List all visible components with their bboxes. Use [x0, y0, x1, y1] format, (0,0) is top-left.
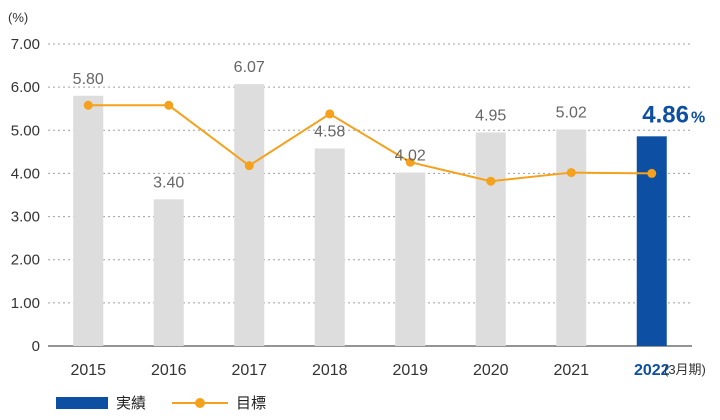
target-point [244, 161, 254, 171]
target-point [405, 157, 415, 167]
legend-item-target: 目標 [172, 392, 266, 413]
target-point [325, 109, 335, 119]
y-unit-label: (%) [8, 10, 28, 25]
legend-swatch-bar [56, 396, 108, 409]
bar [153, 199, 184, 346]
y-tick-label: 4.00 [11, 165, 40, 182]
gridlines [48, 43, 692, 347]
data-label: 3.40 [153, 174, 184, 191]
bar [395, 172, 426, 346]
y-tick-label: 2.00 [11, 252, 40, 269]
data-label: 4.02 [395, 148, 426, 165]
y-tick-label: 0 [32, 338, 40, 355]
legend-label-actual: 実績 [116, 395, 147, 412]
target-line [88, 104, 652, 183]
x-tick-label: 2021 [553, 362, 589, 379]
target-point [164, 100, 174, 110]
data-label: 4.58 [314, 123, 345, 140]
target-point [486, 176, 496, 186]
x-tick-label: 2019 [392, 362, 428, 379]
x-tick-label: 2015 [70, 362, 106, 379]
highlight-data-label: 4.86% [642, 101, 705, 128]
legend-label-target: 目標 [236, 395, 267, 412]
highlight-value: 4.86 [642, 101, 689, 128]
data-labels: 5.80 3.40 6.07 4.58 4.02 4.95 5.02 4.86% [73, 59, 706, 191]
highlight-percent: % [691, 109, 705, 126]
y-tick-label: 3.00 [11, 209, 40, 226]
target-point [566, 168, 576, 178]
x-axis-ticks: 2015 2016 2017 2018 2019 2020 2021 2022 [70, 362, 669, 379]
target-point [83, 100, 93, 110]
bar-series [73, 84, 667, 347]
target-point [647, 168, 657, 178]
data-label: 5.80 [73, 71, 104, 88]
x-tick-label: 2016 [151, 362, 187, 379]
y-tick-label: 1.00 [11, 295, 40, 312]
y-tick-label: 6.00 [11, 79, 40, 96]
bar [556, 129, 587, 346]
x-axis-suffix: (3月期) [664, 362, 706, 377]
bar [314, 148, 345, 346]
legend: 実績 目標 [56, 392, 292, 413]
x-tick-label: 2017 [231, 362, 267, 379]
data-label: 4.95 [475, 107, 506, 124]
bar [475, 132, 506, 346]
x-tick-label: 2018 [312, 362, 348, 379]
legend-swatch-line [172, 397, 229, 409]
legend-item-actual: 実績 [56, 392, 146, 413]
chart: (%) 0 1.00 2.00 3.00 4.00 5.00 6.00 7.00 5.80 3.… [8, 10, 706, 379]
data-label: 5.02 [556, 104, 587, 121]
line-series [83, 100, 657, 186]
bar [636, 136, 667, 346]
y-tick-label: 7.00 [11, 36, 40, 53]
x-tick-label: 2022 [634, 362, 670, 379]
y-axis-ticks: 0 1.00 2.00 3.00 4.00 5.00 6.00 7.00 [11, 36, 40, 355]
y-tick-label: 5.00 [11, 122, 40, 139]
bar [73, 95, 104, 347]
bar [234, 84, 265, 346]
data-label: 6.07 [234, 59, 265, 76]
x-tick-label: 2020 [473, 362, 509, 379]
